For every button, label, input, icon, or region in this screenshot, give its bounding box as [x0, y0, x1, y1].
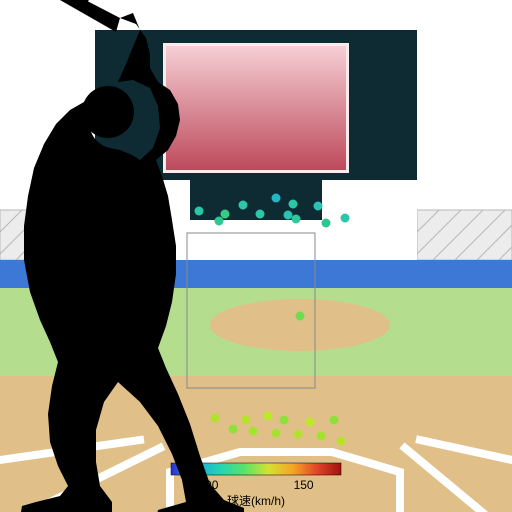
pitch-point — [272, 429, 281, 438]
pitch-point — [317, 432, 326, 441]
stands — [357, 208, 512, 262]
pitch-point — [249, 427, 258, 436]
pitch-point — [242, 416, 251, 425]
scoreboard-screen — [166, 46, 346, 170]
pitch-point — [294, 430, 303, 439]
pitch-point — [296, 312, 305, 321]
pitch-point — [314, 202, 323, 211]
pitch-point — [306, 418, 315, 427]
pitch-point — [264, 412, 273, 421]
pitch-point — [239, 201, 248, 210]
pitch-point — [211, 414, 220, 423]
pitch-point — [256, 210, 265, 219]
pitch-point — [330, 416, 339, 425]
pitch-point — [195, 207, 204, 216]
pitch-point — [221, 210, 230, 219]
pitch-point — [215, 217, 224, 226]
pitch-point — [322, 219, 331, 228]
pitch-point — [337, 437, 346, 446]
pitch-point — [229, 425, 238, 434]
pitch-point — [292, 215, 301, 224]
colorbar-tick: 150 — [294, 478, 314, 492]
pitch-location-chart: 100150球速(km/h) — [0, 0, 512, 512]
pitch-point — [284, 211, 293, 220]
pitch-point — [280, 416, 289, 425]
pitch-point — [289, 200, 298, 209]
pitch-point — [341, 214, 350, 223]
pitch-point — [272, 194, 281, 203]
